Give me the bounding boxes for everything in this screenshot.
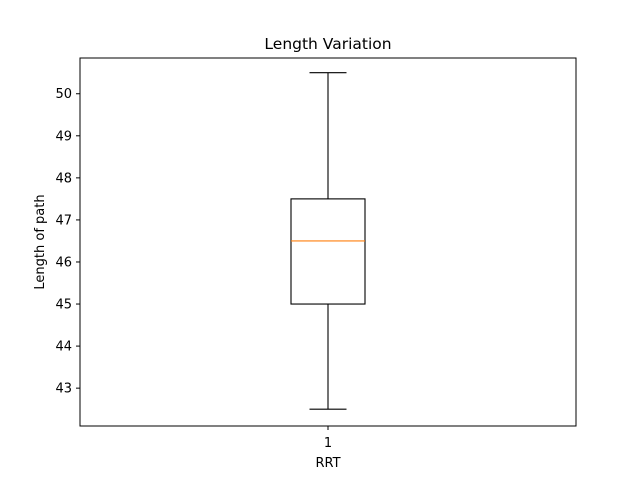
box-series bbox=[290, 72, 366, 410]
y-tick-label: 49 bbox=[55, 129, 72, 144]
y-tick-label: 46 bbox=[55, 255, 72, 270]
x-tick-label: 1 bbox=[324, 436, 332, 451]
y-axis: 43 44 45 46 47 48 49 50 bbox=[55, 87, 80, 397]
y-tick-label: 45 bbox=[55, 298, 72, 313]
box-item bbox=[290, 72, 366, 410]
y-tick-label: 43 bbox=[55, 382, 72, 397]
y-tick-label: 48 bbox=[55, 171, 72, 186]
y-axis-title: Length of path bbox=[33, 194, 48, 289]
interquartile-box bbox=[290, 198, 366, 305]
x-axis-title: RRT bbox=[315, 456, 340, 471]
y-tick-label: 50 bbox=[55, 87, 72, 102]
x-axis: 1 bbox=[324, 426, 332, 451]
y-tick-label: 47 bbox=[55, 213, 72, 228]
y-tick-label: 44 bbox=[55, 340, 72, 355]
chart-title: Length Variation bbox=[264, 35, 391, 53]
